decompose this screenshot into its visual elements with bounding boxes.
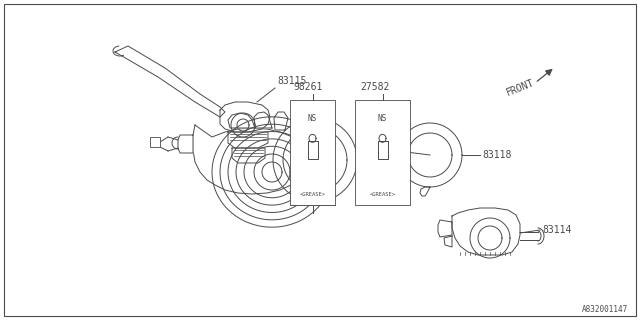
Polygon shape (307, 141, 317, 159)
Text: A832001147: A832001147 (582, 306, 628, 315)
Bar (355, 100, 410, 205)
Polygon shape (438, 220, 452, 237)
Polygon shape (378, 141, 387, 159)
Text: 98261: 98261 (293, 82, 323, 92)
Polygon shape (115, 46, 225, 117)
Text: NS: NS (308, 114, 317, 124)
Text: FRONT: FRONT (505, 78, 536, 98)
Polygon shape (228, 132, 268, 148)
Polygon shape (444, 236, 452, 247)
Text: <GREASE>: <GREASE> (369, 192, 396, 197)
Polygon shape (274, 112, 288, 130)
Polygon shape (357, 160, 366, 170)
Polygon shape (220, 102, 270, 132)
Text: NS: NS (378, 114, 387, 124)
Text: 27582: 27582 (360, 82, 389, 92)
Text: <GREASE>: <GREASE> (300, 192, 326, 197)
Polygon shape (420, 187, 430, 196)
Bar (150, 137, 160, 147)
Text: 83114: 83114 (542, 225, 572, 235)
Bar (290, 100, 335, 205)
Polygon shape (357, 138, 373, 152)
Polygon shape (254, 112, 272, 128)
Polygon shape (178, 135, 193, 153)
Text: 83118: 83118 (482, 150, 511, 160)
Polygon shape (452, 208, 520, 255)
Polygon shape (193, 125, 303, 194)
Polygon shape (232, 148, 265, 163)
Polygon shape (228, 113, 255, 128)
Text: 83115: 83115 (277, 76, 307, 86)
